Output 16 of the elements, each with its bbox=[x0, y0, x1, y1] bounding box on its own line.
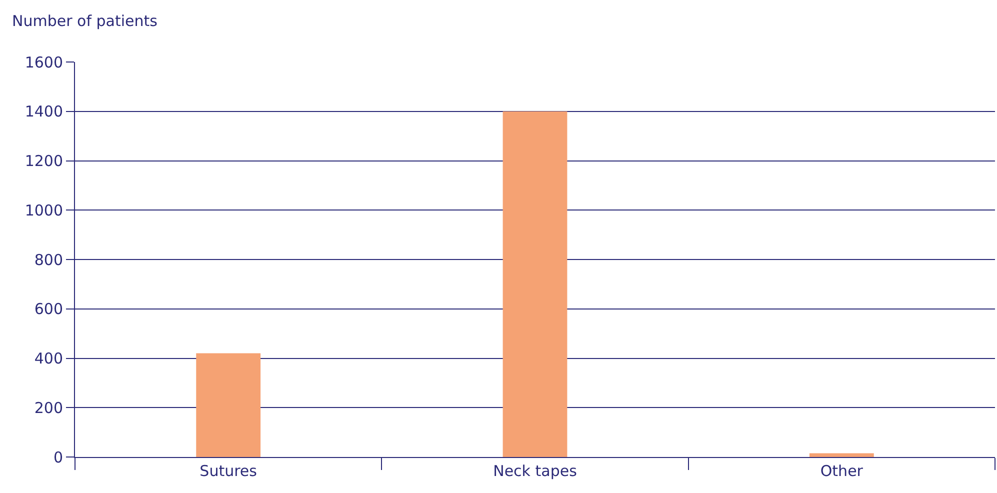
y-tick-label: 800 bbox=[34, 250, 63, 269]
y-tick-label: 400 bbox=[34, 350, 63, 368]
x-tick-label: Neck tapes bbox=[493, 462, 578, 480]
y-tick-label: 1000 bbox=[24, 201, 63, 220]
bar bbox=[196, 353, 261, 457]
bar bbox=[502, 111, 568, 457]
bar bbox=[809, 453, 874, 457]
y-tick-label: 1200 bbox=[24, 152, 63, 170]
y-tick-label: 1600 bbox=[24, 53, 63, 72]
y-tick-label: 1400 bbox=[24, 102, 63, 121]
x-tick-label: Sutures bbox=[200, 462, 258, 480]
x-tick-label: Other bbox=[820, 462, 864, 480]
y-tick-label: 200 bbox=[34, 398, 63, 417]
y-axis-title: Number of patients bbox=[12, 12, 158, 30]
y-tick-label: 600 bbox=[34, 300, 63, 318]
y-tick-label: 0 bbox=[53, 448, 63, 466]
